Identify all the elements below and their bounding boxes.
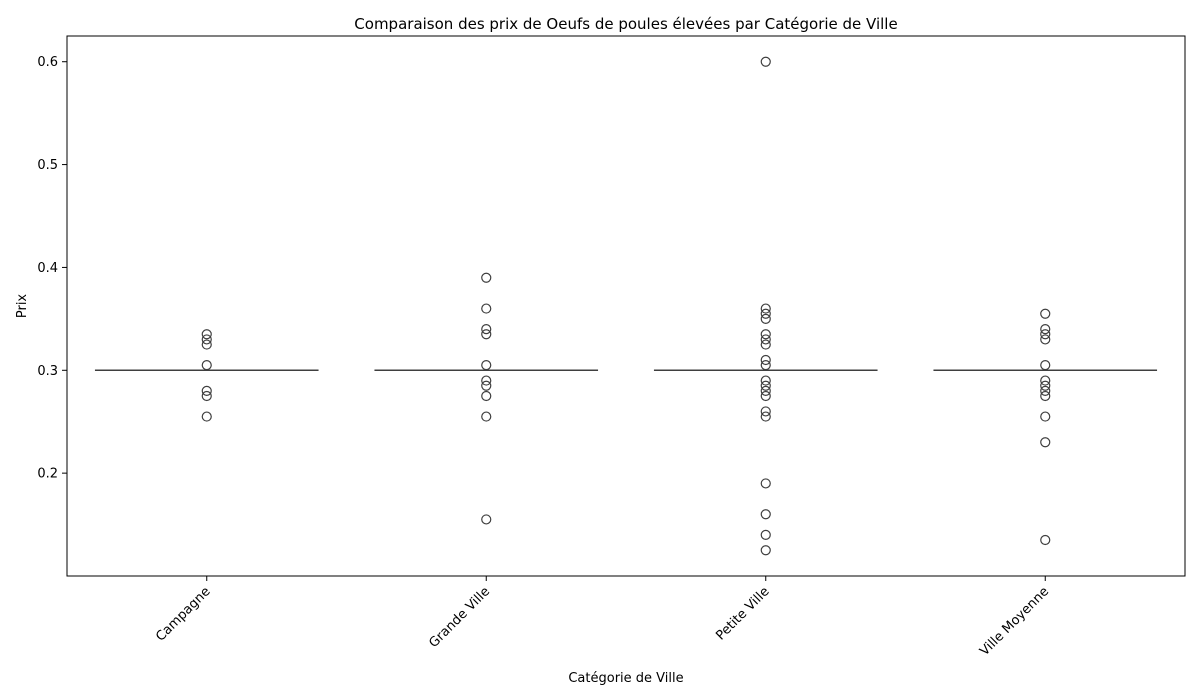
outlier-point [760,529,771,540]
y-tick-label: 0.5 [37,158,58,173]
outlier-point [481,514,492,525]
y-tick-label: 0.4 [37,261,58,276]
outlier-point [481,272,492,283]
plot-frame [66,35,1186,577]
outlier-point [760,354,771,366]
outlier-point [760,411,771,422]
outlier-point [760,329,771,340]
x-tick-label: Campagne [153,584,213,644]
outlier-point [1040,437,1051,448]
outlier-point [481,324,492,335]
outlier-point [760,375,771,386]
outlier-point [1040,534,1051,546]
x-tick-label: Ville Moyenne [977,584,1052,659]
box-group [933,308,1158,546]
box-plots [94,56,1158,556]
outlier-point [201,390,212,402]
x-tick-label: Grande Ville [426,584,493,651]
outlier-point [1040,329,1051,340]
x-axis-label: Catégorie de Ville [568,671,683,686]
outlier-point [760,313,771,324]
outlier-point [1040,411,1051,422]
chart-title: Comparaison des prix de Oeufs de poules … [354,15,897,33]
outlier-point [760,339,771,350]
outlier-point [1040,334,1051,345]
outlier-point [1040,380,1051,391]
outlier-point [481,380,492,391]
outlier-point [481,411,492,422]
outlier-point [1040,308,1051,319]
box-group [653,56,878,556]
outlier-point [760,360,771,371]
outlier-point [760,390,771,402]
outlier-point [760,303,771,314]
outlier-point [1040,390,1051,402]
outlier-point [201,329,212,340]
outlier-point [760,380,771,391]
outlier-point [201,334,212,345]
outlier-point [481,329,492,340]
outlier-point [760,406,771,417]
outlier-point [201,411,212,422]
outlier-point [481,390,492,402]
y-axis-label: Prix [15,294,30,319]
x-axis: Campagne Grande Ville Petite Ville Ville Mo… [153,576,1052,659]
box-group [374,272,599,525]
outlier-point [760,509,771,520]
y-tick-label: 0.6 [37,55,58,70]
y-axis: 0.2 0.3 0.4 0.5 0.6 [37,55,67,482]
outlier-point [760,56,771,67]
outlier-point [760,545,771,556]
outlier-point [760,478,771,489]
outlier-point [1040,385,1051,396]
y-tick-label: 0.2 [37,467,58,482]
outlier-point [201,339,212,350]
x-tick-label: Petite Ville [713,584,772,643]
outlier-point [760,308,771,319]
box-group [94,329,319,422]
outlier-point [201,385,212,396]
outlier-point [1040,360,1051,371]
outlier-point [1040,324,1051,335]
outlier-point [481,360,492,371]
outlier-point [760,334,771,345]
outlier-point [481,303,492,314]
outlier-point [760,385,771,396]
outlier-point [481,375,492,386]
y-tick-label: 0.3 [37,364,58,379]
outlier-point [201,360,212,371]
outlier-point [1040,375,1051,386]
